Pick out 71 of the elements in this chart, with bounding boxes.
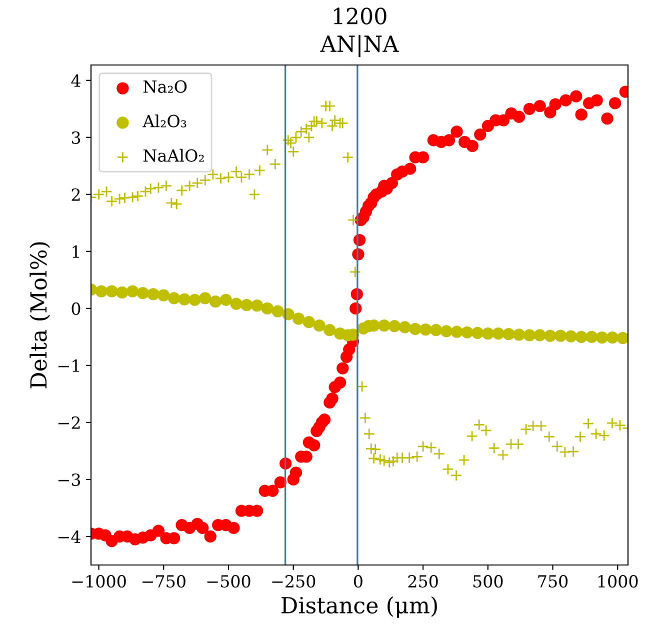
point — [324, 324, 336, 336]
y-tick-label: 2 — [72, 188, 80, 201]
point — [596, 331, 608, 344]
point — [420, 323, 432, 336]
point — [302, 316, 315, 328]
point — [116, 286, 128, 299]
point — [440, 325, 452, 338]
y-tick-label: 1 — [72, 245, 79, 258]
point — [398, 321, 411, 334]
point — [168, 292, 180, 304]
point — [250, 300, 264, 312]
point — [471, 326, 484, 340]
x-tick-label: −500 — [207, 575, 250, 588]
point — [136, 286, 149, 300]
point — [199, 292, 212, 304]
point — [272, 305, 284, 318]
point — [106, 285, 118, 298]
x-tick-label: 1000 — [598, 575, 638, 588]
point — [502, 328, 515, 340]
legend-label: Al₂O₃ — [142, 114, 186, 128]
x-axis-title: Distance (μm) — [282, 596, 437, 618]
point — [147, 288, 160, 300]
point — [178, 293, 190, 306]
x-tick-label: 500 — [473, 575, 503, 588]
point — [209, 296, 222, 308]
point — [313, 319, 326, 332]
point — [188, 294, 201, 306]
point — [461, 326, 474, 338]
point — [534, 329, 546, 342]
y-tick-label: 4 — [71, 74, 80, 87]
y-tick-label: −2 — [58, 416, 80, 429]
point — [430, 324, 442, 336]
y-axis-title: Delta (Mol%) — [30, 242, 50, 388]
point — [606, 331, 619, 344]
y-tick-label: 3 — [72, 131, 80, 144]
chart-subtitle: AN|NA — [320, 34, 399, 58]
x-tick-label: −750 — [142, 575, 186, 588]
point — [482, 327, 494, 340]
point — [409, 322, 422, 336]
legend-label: NaAlO₂ — [143, 148, 204, 162]
point — [388, 320, 401, 332]
point — [564, 330, 577, 342]
point — [378, 319, 390, 332]
point — [126, 285, 139, 298]
x-tick-label: −1000 — [72, 575, 126, 588]
point — [230, 298, 242, 310]
point — [261, 302, 274, 315]
point — [95, 285, 108, 298]
chart-title: 1200 — [334, 8, 386, 24]
point — [492, 327, 504, 340]
point — [554, 330, 567, 342]
x-tick-label: 250 — [408, 575, 438, 588]
point — [450, 326, 463, 338]
legend-label: Na₂O — [143, 80, 187, 93]
point — [220, 294, 232, 306]
y-tick-label: −4 — [58, 530, 80, 543]
point — [523, 329, 536, 342]
x-tick-label: 0 — [354, 575, 362, 588]
point — [158, 289, 170, 302]
x-tick-label: 750 — [538, 575, 568, 588]
point — [292, 312, 305, 325]
y-tick-label: 0 — [72, 302, 80, 316]
point — [575, 330, 588, 344]
y-tick-label: −3 — [58, 473, 80, 486]
y-tick-label: −1 — [58, 359, 79, 372]
point — [240, 298, 253, 312]
point — [544, 330, 556, 342]
point — [586, 330, 598, 344]
x-tick-label: −250 — [272, 575, 316, 588]
point — [512, 328, 526, 341]
point — [616, 332, 628, 344]
